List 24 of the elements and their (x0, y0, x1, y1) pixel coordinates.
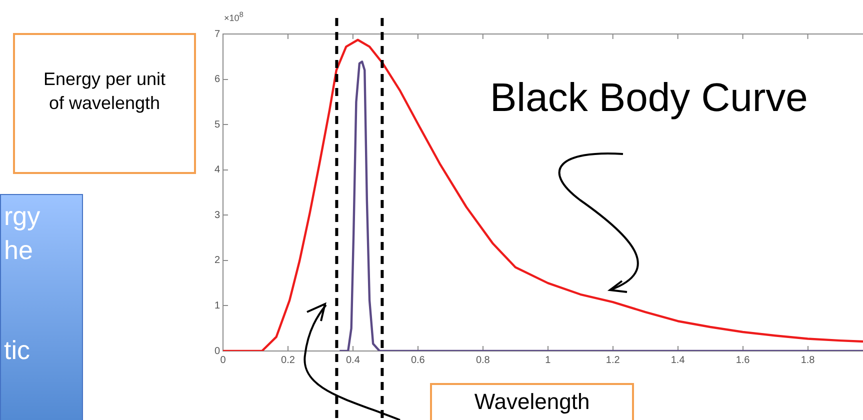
y-tick-label: 3 (214, 210, 220, 221)
y-tick-label: 4 (214, 164, 220, 176)
x-tick-label: 1.2 (606, 354, 620, 366)
y-tick-label: 0 (214, 346, 220, 357)
y-tick-label: 1 (214, 300, 220, 312)
text: tic (4, 335, 30, 366)
x-axis-title: Wavelength (430, 383, 634, 420)
x-tick-label: 0.8 (476, 354, 490, 366)
text: ×10$^{8}$ (224, 10, 244, 23)
text: rgy (4, 201, 40, 232)
text: Black Body Curve (490, 76, 808, 121)
y-tick-label: 2 (214, 255, 220, 266)
y-axis-title: Energy per unit of wavelength (13, 33, 196, 174)
x-tick-label: 1.6 (736, 354, 750, 366)
x-tick-label: 0.2 (281, 354, 296, 366)
y-tick-label: 7 (214, 28, 220, 40)
y-tick-label: 5 (214, 119, 220, 130)
text: he (4, 235, 33, 266)
y-tick-label: 6 (214, 74, 220, 86)
x-tick-label: 0.4 (346, 354, 360, 366)
x-tick-label: 1 (545, 354, 552, 366)
x-tick-label: 0.6 (410, 354, 426, 366)
x-tick-label: 1.4 (670, 354, 686, 366)
x-tick-label: 1.8 (800, 354, 816, 366)
